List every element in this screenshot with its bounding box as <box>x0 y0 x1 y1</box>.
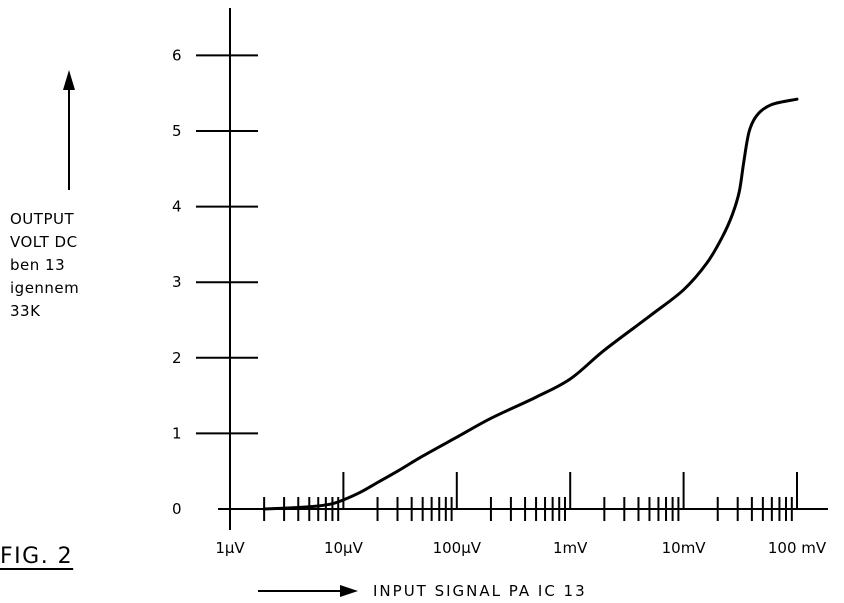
x-tick-label: 100μV <box>433 539 482 557</box>
x-ticks: 1μV 10μV 100μV 1mV 10mV 100 mV <box>215 472 827 557</box>
y-tick-label: 1 <box>172 424 182 442</box>
chart-axes <box>218 8 828 530</box>
x-tick-label: 10mV <box>662 539 707 557</box>
figure-label: FIG. 2 <box>0 544 74 569</box>
y-tick-label: 4 <box>172 198 182 216</box>
x-axis-label: INPUT SIGNAL PA IC 13 <box>373 582 587 600</box>
x-arrow-head <box>340 585 358 597</box>
y-tick-label: 2 <box>172 349 182 367</box>
data-line <box>262 97 799 511</box>
y-axis-label-line: igennem <box>10 279 80 297</box>
y-axis-label-line: ben 13 <box>10 256 66 274</box>
x-tick-label: 1μV <box>215 539 245 557</box>
x-tick-label: 100 mV <box>768 539 827 557</box>
y-axis-label-line: 33K <box>10 302 41 320</box>
x-tick-label: 10μV <box>324 539 364 557</box>
x-tick-label: 1mV <box>553 539 588 557</box>
y-tick-label: 6 <box>172 46 182 64</box>
y-tick-label: 0 <box>172 500 182 518</box>
axis-arrows <box>63 70 358 597</box>
y-axis-label-line: VOLT DC <box>10 233 78 251</box>
y-axis-label-line: OUTPUT <box>10 210 75 228</box>
data-series <box>262 97 799 511</box>
y-arrow-head <box>63 70 75 90</box>
y-ticks: 0 1 2 3 4 5 6 <box>172 46 258 518</box>
y-tick-label: 5 <box>172 122 182 140</box>
y-tick-label: 3 <box>172 273 182 291</box>
